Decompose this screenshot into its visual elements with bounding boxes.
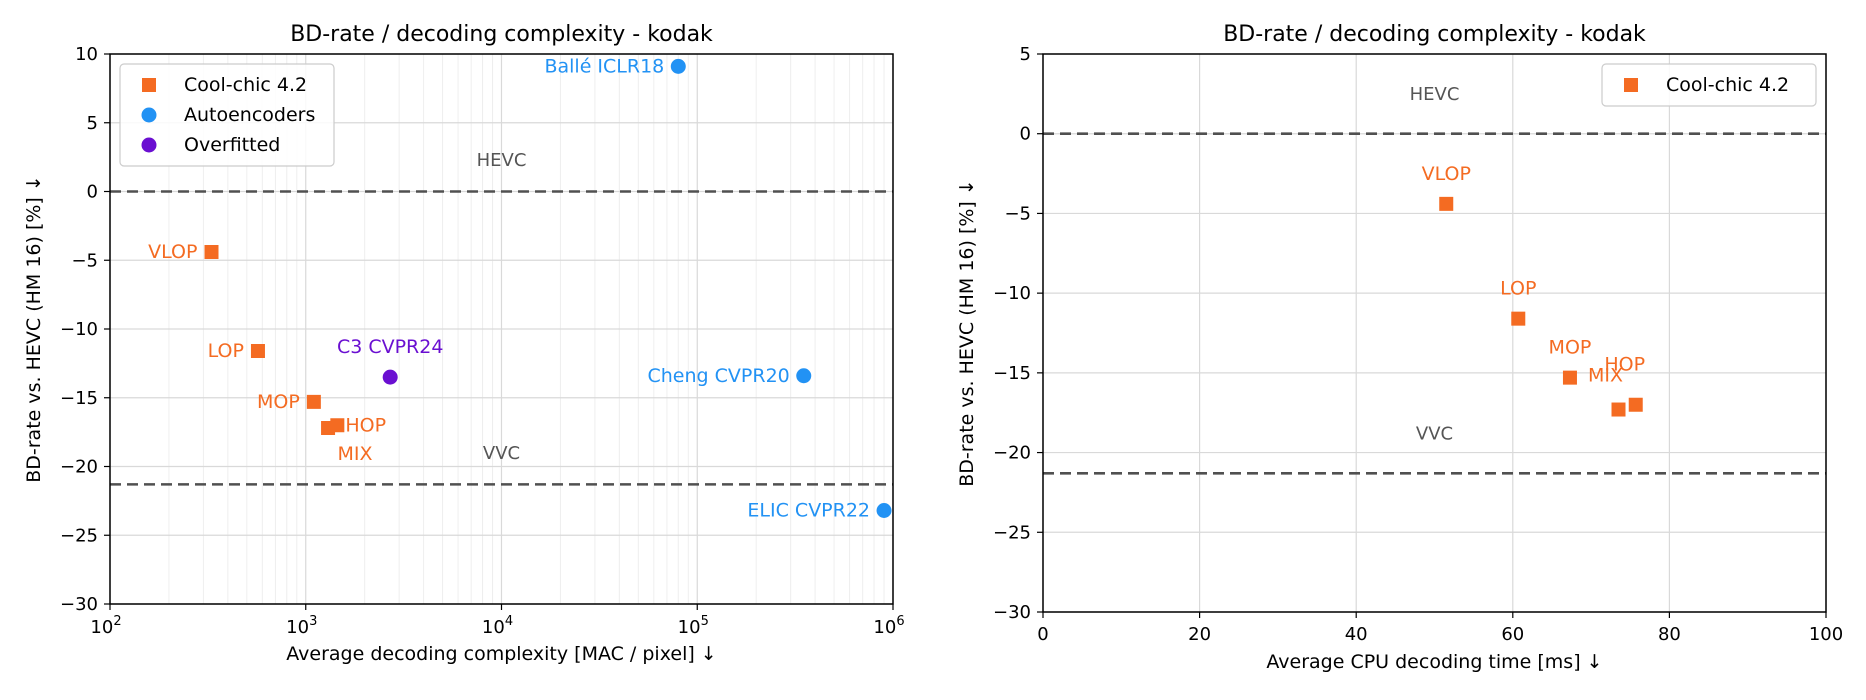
- x-tick-label: 102: [90, 614, 121, 638]
- y-tick-label: −25: [60, 525, 98, 546]
- data-point-elic-cvpr22: [876, 503, 892, 518]
- x-tick-exponent: 3: [309, 614, 317, 629]
- x-tick-base: 10: [678, 617, 701, 638]
- y-tick-label: 10: [75, 44, 98, 65]
- data-label-mop: MOP: [257, 391, 300, 413]
- legend-box: [119, 63, 335, 167]
- x-tick-exponent: 4: [505, 614, 513, 629]
- y-tick-label: −15: [993, 363, 1031, 384]
- y-tick-label: −30: [993, 602, 1031, 623]
- vvc-reference-label: VVC: [483, 443, 520, 464]
- hevc-reference-label: HEVC: [1410, 84, 1460, 105]
- legend-label: Overfitted: [184, 134, 280, 156]
- y-tick-label: −30: [60, 594, 98, 615]
- plot-frame: [1042, 53, 1827, 613]
- x-tick-label: 100: [1809, 624, 1843, 645]
- x-tick-label: 80: [1658, 624, 1681, 645]
- x-tick-label: 105: [678, 614, 709, 638]
- x-tick-label: 104: [482, 614, 513, 638]
- x-tick-label: 103: [286, 614, 317, 638]
- x-tick-base: 10: [482, 617, 505, 638]
- y-axis-label: BD-rate vs. HEVC (HM 16) [%] ↓: [956, 179, 978, 487]
- chart-title: BD-rate / decoding complexity - kodak: [1223, 22, 1646, 47]
- legend-marker-1: [141, 107, 157, 123]
- data-point-ball-iclr18: [670, 58, 686, 74]
- chart-title: BD-rate / decoding complexity - kodak: [290, 22, 713, 47]
- data-point-mop: [306, 394, 321, 409]
- data-label-mix: MIX: [1588, 365, 1623, 387]
- y-tick-label: −10: [60, 319, 98, 340]
- vvc-reference-label: VVC: [1416, 423, 1453, 444]
- data-point-lop: [250, 344, 265, 358]
- y-tick-label: 5: [1020, 44, 1031, 65]
- legend-label: Cool-chic 4.2: [1666, 74, 1789, 96]
- x-tick-base: 10: [90, 617, 113, 638]
- data-point-hop: [330, 418, 345, 433]
- legend-marker-0: [1624, 78, 1638, 92]
- data-label-mop: MOP: [1549, 337, 1592, 359]
- data-label-vlop: VLOP: [1422, 163, 1471, 185]
- y-axis-label: BD-rate vs. HEVC (HM 16) [%] ↓: [23, 175, 45, 483]
- y-tick-label: −5: [1004, 203, 1031, 224]
- x-tick-label: 60: [1501, 624, 1524, 645]
- legend-marker-2: [141, 137, 157, 153]
- x-tick-label: 106: [873, 614, 904, 638]
- data-label-vlop: VLOP: [148, 241, 197, 263]
- x-tick-base: 10: [873, 617, 896, 638]
- data-label-hop: HOP: [345, 414, 386, 436]
- data-point-mop: [1562, 370, 1577, 385]
- data-label-hop: HOP: [1604, 354, 1645, 376]
- data-label-ball-iclr18: Ballé ICLR18: [544, 55, 664, 77]
- y-tick-label: −10: [993, 283, 1031, 304]
- data-label-cheng-cvpr20: Cheng CVPR20: [648, 365, 790, 387]
- data-point-vlop: [1439, 196, 1454, 211]
- legend-label: Autoencoders: [184, 104, 315, 126]
- data-point-mix: [1611, 402, 1626, 417]
- x-tick-label: 20: [1188, 624, 1211, 645]
- legend: Cool-chic 4.2: [1601, 63, 1817, 107]
- cpu-time-chart: HEVC VVC 0 20 40 60 80 100 5 0 −5 −10 −15 −20 −25 −30 BD…: [956, 22, 1843, 673]
- y-tick-label: −20: [60, 457, 98, 478]
- data-label-mix: MIX: [338, 443, 373, 465]
- hevc-reference-label: HEVC: [477, 150, 527, 171]
- x-tick-exponent: 2: [113, 614, 121, 629]
- data-point-cheng-cvpr20: [796, 368, 812, 384]
- legend-label: Cool-chic 4.2: [184, 74, 307, 96]
- x-tick-label: 40: [1345, 624, 1368, 645]
- legend: Cool-chic 4.2 Autoencoders Overfitted: [119, 63, 335, 167]
- x-axis-label: Average CPU decoding time [ms] ↓: [1266, 651, 1602, 673]
- legend-box: [1601, 63, 1817, 107]
- y-tick-label: 5: [87, 113, 98, 134]
- y-tick-label: 0: [87, 182, 98, 203]
- y-tick-label: 0: [1020, 124, 1031, 145]
- x-tick-exponent: 5: [701, 614, 709, 629]
- data-label-elic-cvpr22: ELIC CVPR22: [747, 500, 870, 522]
- data-label-lop: LOP: [208, 340, 244, 362]
- y-tick-label: −25: [993, 522, 1031, 543]
- data-label-c3-cvpr24: C3 CVPR24: [337, 336, 444, 358]
- x-tick-label: 0: [1037, 624, 1048, 645]
- x-tick-base: 10: [286, 617, 309, 638]
- data-point-vlop: [204, 245, 219, 259]
- y-tick-label: −5: [71, 250, 98, 271]
- legend-marker-0: [142, 78, 156, 92]
- x-axis-label: Average decoding complexity [MAC / pixel…: [286, 643, 716, 665]
- data-point-c3-cvpr24: [382, 369, 398, 385]
- x-tick-exponent: 6: [896, 614, 904, 629]
- y-tick-label: −20: [993, 443, 1031, 464]
- data-point-lop: [1511, 311, 1526, 326]
- data-point-hop: [1628, 397, 1643, 412]
- data-label-lop: LOP: [1500, 278, 1536, 300]
- y-tick-label: −15: [60, 388, 98, 409]
